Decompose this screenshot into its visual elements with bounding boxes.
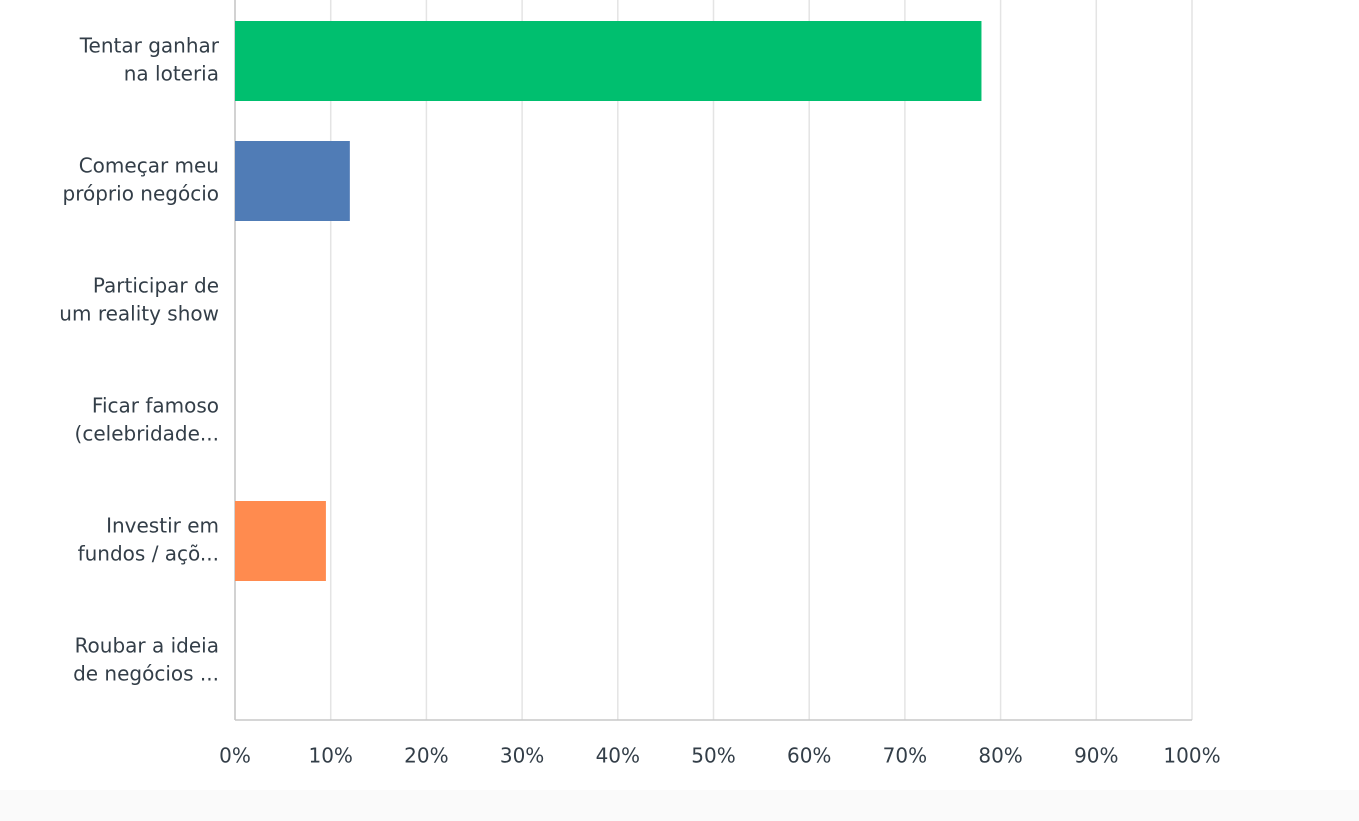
y-tick-label: (celebridade... [75, 422, 219, 446]
y-tick-label: Ficar famoso [92, 394, 219, 418]
x-tick-label: 30% [500, 744, 544, 768]
bar [235, 21, 982, 101]
x-tick-label: 90% [1074, 744, 1118, 768]
y-tick-label: Tentar ganhar [79, 34, 220, 58]
x-tick-label: 0% [219, 744, 251, 768]
y-tick-label: Participar de [93, 274, 219, 298]
x-tick-label: 60% [787, 744, 831, 768]
y-tick-label: na loteria [124, 62, 219, 86]
x-tick-label: 20% [404, 744, 448, 768]
y-tick-label: fundos / açõ... [78, 542, 219, 566]
x-tick-label: 100% [1163, 744, 1220, 768]
y-tick-label: Começar meu [79, 154, 219, 178]
y-tick-label: Investir em [106, 514, 219, 538]
y-tick-label: Roubar a ideia [75, 634, 219, 658]
y-tick-label: próprio negócio [63, 182, 219, 206]
x-tick-label: 80% [978, 744, 1022, 768]
bar [235, 501, 326, 581]
y-tick-label: de negócios ... [73, 662, 219, 686]
x-tick-label: 10% [308, 744, 352, 768]
x-tick-label: 50% [691, 744, 735, 768]
x-tick-label: 70% [883, 744, 927, 768]
bar [235, 141, 350, 221]
x-tick-label: 40% [596, 744, 640, 768]
footer-band [0, 790, 1359, 821]
y-tick-label: um reality show [59, 302, 219, 326]
